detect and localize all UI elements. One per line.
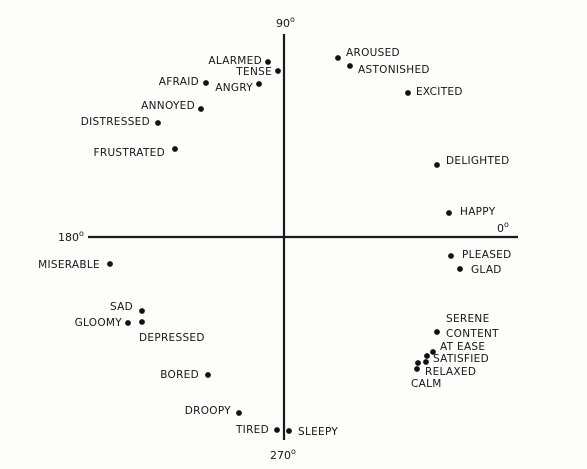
label-gloomy: GLOOMY (75, 317, 123, 329)
label-bored: BORED (160, 369, 199, 381)
label-pleased: PLEASED (462, 249, 511, 261)
point-pleased (448, 253, 454, 259)
point-satisfied (423, 359, 429, 365)
label-miserable: MISERABLE (38, 259, 100, 271)
point-serene (434, 329, 440, 335)
point-sleepy (286, 428, 292, 434)
point-sad (139, 308, 145, 314)
point-excited (405, 90, 411, 96)
point-bored (205, 372, 211, 378)
axis-label-180: 180o (58, 229, 84, 244)
label-angry: ANGRY (215, 82, 253, 94)
label-happy: HAPPY (460, 206, 496, 218)
axis-label-270: 270o (270, 447, 296, 462)
point-afraid (203, 80, 209, 86)
label-astonished: ASTONISHED (358, 64, 430, 76)
label-at-ease: AT EASE (440, 341, 485, 353)
point-gloomy (125, 320, 131, 326)
point-astonished (347, 63, 353, 69)
point-frustrated (172, 146, 178, 152)
point-distressed (155, 120, 161, 126)
label-excited: EXCITED (416, 86, 463, 98)
label-delighted: DELIGHTED (446, 155, 510, 167)
point-happy (446, 210, 452, 216)
point-aroused (335, 55, 341, 61)
label-tired: TIRED (235, 424, 269, 436)
label-depressed: DEPRESSED (139, 332, 205, 344)
point-calm (414, 366, 420, 372)
label-afraid: AFRAID (159, 76, 199, 88)
label-aroused: AROUSED (346, 47, 400, 59)
label-frustrated: FRUSTRATED (94, 147, 165, 159)
label-calm: CALM (411, 378, 442, 390)
label-relaxed: RELAXED (425, 366, 476, 378)
point-at-ease (424, 353, 430, 359)
point-relaxed (415, 360, 421, 366)
point-tense (275, 68, 281, 74)
label-content: CONTENT (446, 328, 499, 340)
point-depressed (139, 319, 145, 325)
point-annoyed (198, 106, 204, 112)
label-annoyed: ANNOYED (141, 100, 195, 112)
label-tense: TENSE (235, 66, 272, 78)
point-angry (256, 81, 262, 87)
axis-label-0: 0o (497, 220, 509, 235)
axis-label-90: 90o (276, 15, 295, 30)
point-delighted (434, 162, 440, 168)
point-alarmed (265, 59, 271, 65)
point-glad (457, 266, 463, 272)
label-satisfied: SATISFIED (433, 353, 489, 365)
point-miserable (107, 261, 113, 267)
label-glad: GLAD (471, 264, 502, 276)
label-alarmed: ALARMED (208, 55, 262, 67)
label-sad: SAD (110, 301, 133, 313)
label-sleepy: SLEEPY (298, 426, 338, 438)
point-droopy (236, 410, 242, 416)
point-tired (274, 427, 280, 433)
label-serene: SERENE (446, 313, 490, 325)
label-droopy: DROOPY (185, 405, 232, 417)
label-distressed: DISTRESSED (81, 116, 150, 128)
point-content (430, 349, 436, 355)
